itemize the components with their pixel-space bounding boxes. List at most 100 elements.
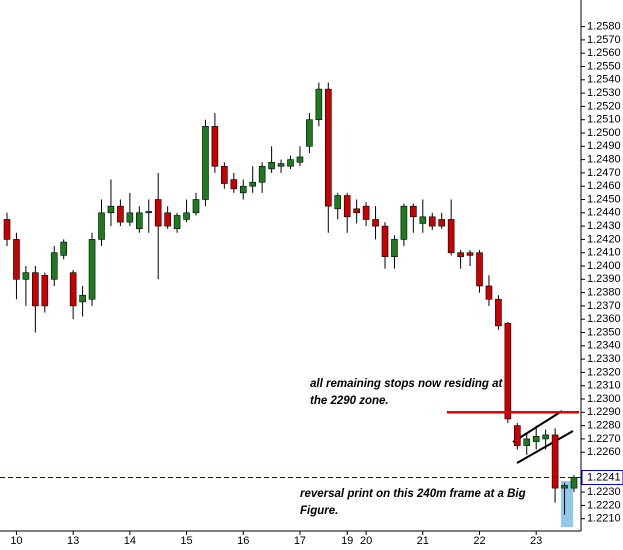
x-tick-label: 21 (417, 535, 429, 547)
y-tick-label: 1.2310 (587, 380, 621, 392)
y-tick-label: 1.2400 (587, 260, 621, 272)
y-tick-label: 1.2470 (587, 167, 621, 179)
y-tick-label: 1.2450 (587, 193, 621, 205)
annotation: Figure. (300, 505, 338, 517)
candle-body (154, 199, 162, 227)
x-tick-label: 13 (67, 535, 79, 547)
candle-body (457, 252, 464, 257)
candle-body (126, 212, 134, 223)
x-tick-label: 22 (473, 535, 485, 547)
candle-body (324, 88, 332, 207)
candle-body (277, 163, 285, 167)
candle-body (98, 212, 105, 240)
candle-body (438, 219, 446, 227)
y-tick-label: 1.2420 (587, 233, 621, 245)
candle-body (419, 216, 427, 224)
y-tick-label: 1.2570 (587, 34, 621, 46)
candle-body (410, 205, 417, 218)
candle-body (523, 438, 531, 446)
highlight-box (561, 481, 573, 527)
channel-lower (516, 430, 574, 464)
x-tick-label: 20 (360, 535, 372, 547)
last-price-box (581, 469, 623, 485)
candle-body (476, 252, 483, 287)
candle-body (447, 219, 455, 254)
y-tick-label: 1.2230 (587, 486, 621, 498)
candle-body (88, 239, 96, 300)
y-tick-label: 1.2490 (587, 140, 621, 152)
candle-body (22, 272, 30, 280)
y-tick-label: 1.2530 (587, 87, 621, 99)
candle-body (296, 156, 304, 163)
y-tick-label: 1.2350 (587, 326, 621, 338)
candle-body (315, 88, 323, 121)
candle-body (183, 212, 190, 220)
y-tick-label: 1.2380 (587, 287, 621, 299)
candle-body (504, 322, 512, 420)
y-tick-label: 1.2360 (587, 313, 621, 325)
y-tick-label: 1.2480 (587, 154, 621, 166)
y-tick-label: 1.2270 (587, 433, 621, 445)
candle-body (60, 241, 68, 256)
candle-body (495, 298, 502, 327)
y-tick-label: 1.2520 (587, 100, 621, 112)
candle-body (258, 165, 266, 183)
candle-body (164, 212, 171, 227)
candle-body (3, 219, 11, 240)
y-tick-label: 1.2370 (587, 300, 621, 312)
candle-body (334, 195, 342, 210)
y-tick-label: 1.2390 (587, 273, 621, 285)
y-tick-label: 1.2500 (587, 127, 621, 139)
candle-body (466, 252, 474, 256)
candle-body (306, 119, 313, 147)
candle-body (381, 225, 389, 257)
y-tick-label: 1.2290 (587, 406, 621, 418)
candle-body (41, 275, 49, 307)
candle-body (117, 205, 124, 223)
y-tick-label: 1.2510 (587, 114, 621, 126)
y-tick-label: 1.2280 (587, 420, 621, 432)
candle-body (542, 434, 549, 440)
candle-body (136, 212, 143, 230)
y-tick-label: 1.2550 (587, 60, 621, 72)
y-tick-label: 1.2580 (587, 21, 621, 33)
candle-body (551, 434, 559, 489)
candle-body (353, 208, 360, 214)
last-price-label: 1.2241 (587, 471, 621, 483)
y-tick-label: 1.2460 (587, 180, 621, 192)
candle-body (287, 159, 294, 167)
candle-body (173, 215, 181, 230)
x-tick-label: 23 (530, 535, 542, 547)
candle-body (268, 161, 275, 170)
candle-body (343, 195, 351, 218)
candle-body (221, 165, 228, 184)
y-tick-label: 1.2330 (587, 353, 621, 365)
y-tick-label: 1.2320 (587, 366, 621, 378)
candle-body (69, 272, 77, 307)
annotation: all remaining stops now residing at (310, 378, 504, 390)
candle-body (428, 216, 436, 227)
candle-body (79, 294, 86, 303)
candle-body (145, 211, 153, 214)
candle-body (570, 477, 578, 489)
annotation: the 2290 zone. (310, 395, 389, 407)
y-tick-label: 1.2560 (587, 47, 621, 59)
y-tick-label: 1.2260 (587, 446, 621, 458)
candle-body (485, 285, 493, 300)
candle-body (400, 205, 408, 240)
candle-body (107, 205, 115, 214)
y-tick-label: 1.2430 (587, 220, 621, 232)
x-tick-label: 17 (294, 535, 306, 547)
y-tick-label: 1.2540 (587, 74, 621, 86)
candle-body (50, 252, 58, 280)
y-tick-label: 1.2220 (587, 499, 621, 511)
candle-body (192, 199, 200, 214)
candle-body (372, 219, 379, 227)
candle-body (239, 185, 247, 194)
candle-body (391, 239, 398, 257)
channel-upper (512, 410, 563, 443)
y-tick-label: 1.2340 (587, 340, 621, 352)
candle-body (362, 205, 370, 220)
x-tick-label: 16 (237, 535, 249, 547)
